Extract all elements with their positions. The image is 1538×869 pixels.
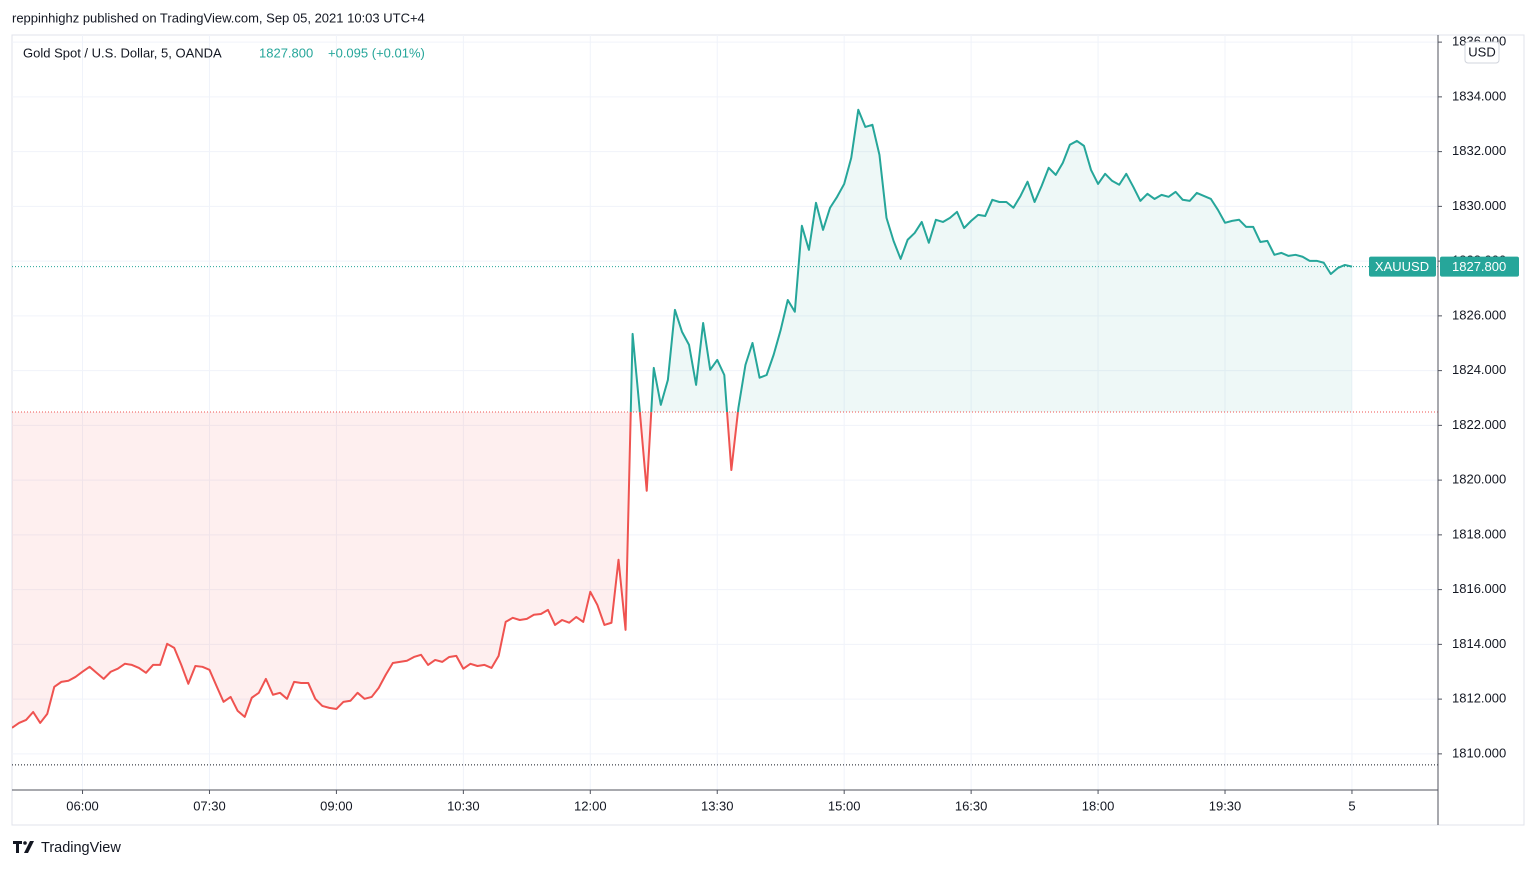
price-label-box — [1440, 256, 1519, 277]
y-tick-label: 1826.000 — [1452, 307, 1506, 322]
series-label-box — [1369, 256, 1436, 277]
area-down — [12, 411, 1352, 728]
plot — [12, 108, 1438, 766]
x-tick-label: 07:30 — [193, 798, 226, 813]
x-tick-label: 10:30 — [447, 798, 480, 813]
x-tick-label: 15:00 — [828, 798, 861, 813]
x-tick-label: 16:30 — [955, 798, 988, 813]
y-tick-label: 1822.000 — [1452, 417, 1506, 432]
line-down — [12, 411, 739, 729]
area-up — [630, 109, 1352, 412]
y-tick-label: 1832.000 — [1452, 143, 1506, 158]
x-tick-label: 12:00 — [574, 798, 607, 813]
brand-logo — [13, 841, 34, 853]
series-label: XAUUSD — [1375, 259, 1429, 274]
x-tick-label: 09:00 — [320, 798, 353, 813]
publisher-line: reppinhighz published on TradingView.com… — [12, 10, 425, 25]
chart-title: Gold Spot / U.S. Dollar, 5, OANDA — [23, 45, 222, 60]
chart-frame — [11, 34, 1525, 826]
line-up — [629, 108, 1353, 412]
x-tick-label: 13:30 — [701, 798, 734, 813]
price-change: +0.095 (+0.01%) — [328, 45, 425, 60]
x-tick-label: 18:00 — [1082, 798, 1115, 813]
x-tick-label: 5 — [1348, 798, 1355, 813]
y-tick-label: 1814.000 — [1452, 636, 1506, 651]
y-tick-label: 1816.000 — [1452, 581, 1506, 596]
y-tick-label: 1834.000 — [1452, 88, 1506, 103]
y-tick-label: 1824.000 — [1452, 362, 1506, 377]
grid — [12, 35, 1438, 790]
y-tick-label: 1818.000 — [1452, 526, 1506, 541]
price-label: 1827.800 — [1452, 259, 1506, 274]
x-tick-label: 06:00 — [66, 798, 99, 813]
x-tick-label: 19:30 — [1209, 798, 1242, 813]
y-tick-label: 1810.000 — [1452, 745, 1506, 760]
currency-box — [1464, 41, 1500, 64]
currency: USD — [1468, 44, 1495, 59]
y-tick-label: 1830.000 — [1452, 198, 1506, 213]
y-tick-label: 1812.000 — [1452, 691, 1506, 706]
brand: TradingView — [41, 840, 121, 856]
last-price: 1827.800 — [259, 45, 313, 60]
y-tick-label: 1820.000 — [1452, 472, 1506, 487]
